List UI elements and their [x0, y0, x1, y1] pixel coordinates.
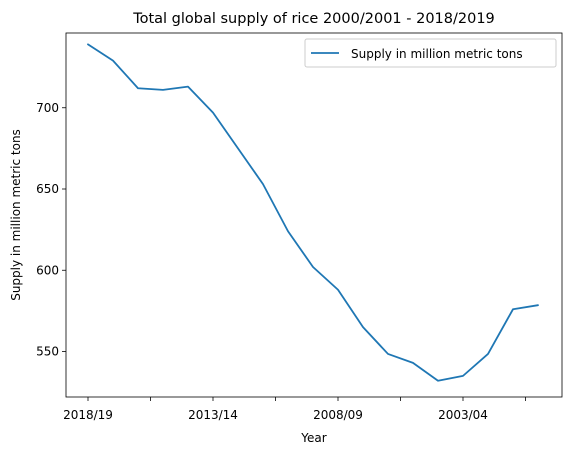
plot-area [65, 32, 563, 398]
series-layer [87, 43, 539, 382]
y-tick-label: 700 [36, 101, 59, 115]
y-axis: 550 600 650 700 [36, 101, 66, 359]
chart-title: Total global supply of rice 2000/2001 - … [132, 11, 495, 27]
y-tick-label: 650 [36, 182, 59, 196]
series-line-supply [87, 43, 539, 382]
plot-frame [65, 32, 563, 398]
legend-box [304, 38, 557, 68]
x-tick-label: 2013/14 [188, 408, 238, 422]
legend-label: Supply in million metric tons [351, 47, 523, 61]
y-tick-label: 600 [36, 263, 59, 277]
x-tick-label: 2003/04 [438, 408, 488, 422]
x-axis-label: Year [300, 431, 326, 445]
x-tick-label: 2008/09 [313, 408, 363, 422]
x-axis: 2018/19 2013/14 2008/09 2003/04 [63, 397, 526, 422]
legend: Supply in million metric tons [304, 38, 557, 68]
y-axis-label: Supply in million metric tons [9, 129, 23, 301]
y-tick-label: 550 [36, 345, 59, 359]
x-tick-label: 2018/19 [63, 408, 113, 422]
